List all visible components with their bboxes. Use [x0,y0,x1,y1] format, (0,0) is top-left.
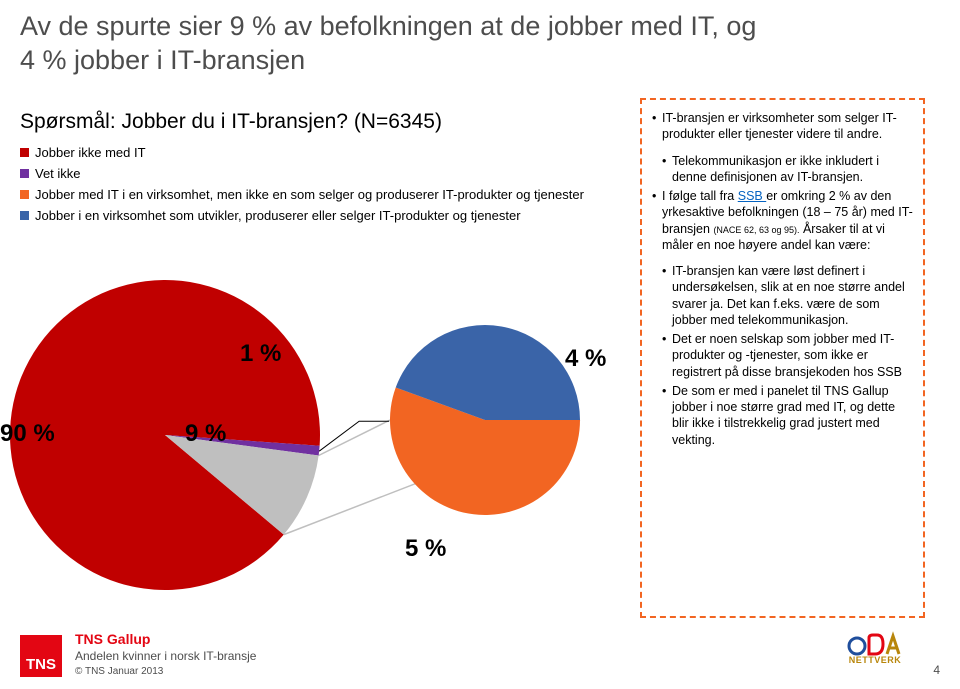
legend-item: Jobber i en virksomhet som utvikler, pro… [20,208,610,223]
slide-footer: TNS TNS Gallup Andelen kvinner i norsk I… [20,627,940,677]
legend-label: Vet ikke [35,166,81,181]
title-line-2: 4 % jobber i IT-bransjen [20,45,305,75]
pie-svg [10,280,620,610]
pct-label-9: 9 % [185,420,226,448]
oda-icon [845,629,905,657]
info-bullet: IT-bransjen er virksomheter som selger I… [652,110,913,143]
page-number: 4 [933,663,940,677]
chart-legend: Jobber ikke med IT Vet ikke Jobber med IT … [20,145,610,229]
info-bullet: I følge tall fra SSB er omkring 2 % av d… [652,188,913,253]
info-sub-bullet: Det er noen selskap som jobber med IT-pr… [652,331,913,380]
legend-swatch [20,190,29,199]
pie-chart: 90 % 9 % 1 % 5 % 4 % [10,280,620,610]
info-text: De som er med i panelet til TNS Gallup j… [672,384,895,447]
nace-note: (NACE 62, 63 og 95). [713,225,799,235]
info-sub-bullet: Telekommunikasjon er ikke inkludert i de… [652,153,913,186]
legend-label: Jobber med IT i en virksomhet, men ikke … [35,187,584,202]
title-line-1: Av de spurte sier 9 % av befolkningen at… [20,11,756,41]
oda-text: NETTVERK [840,655,910,665]
tns-logo: TNS [20,635,62,677]
oda-logo: NETTVERK [840,629,910,669]
footer-copyright: © TNS Januar 2013 [75,666,163,677]
info-text: Telekommunikasjon er ikke inkludert i de… [672,154,879,184]
info-box: IT-bransjen er virksomheter som selger I… [640,98,925,618]
legend-swatch [20,169,29,178]
pct-label-4: 4 % [565,345,606,373]
pct-label-1: 1 % [240,340,281,368]
pct-label-5: 5 % [405,535,446,563]
legend-item: Jobber ikke med IT [20,145,610,160]
info-text: I følge tall fra [662,189,738,203]
survey-question: Spørsmål: Jobber du i IT-bransjen? (N=63… [20,110,442,134]
info-text: IT-bransjen kan være løst definert i und… [672,264,905,327]
legend-label: Jobber i en virksomhet som utvikler, pro… [35,208,521,223]
legend-label: Jobber ikke med IT [35,145,146,160]
page-title: Av de spurte sier 9 % av befolkningen at… [20,10,900,78]
legend-swatch [20,211,29,220]
legend-item: Jobber med IT i en virksomhet, men ikke … [20,187,610,202]
info-text: IT-bransjen er virksomheter som selger I… [662,111,897,141]
legend-swatch [20,148,29,157]
legend-item: Vet ikke [20,166,610,181]
pct-label-90: 90 % [0,420,55,448]
ssb-link[interactable]: SSB [738,189,767,203]
info-sub-bullet: De som er med i panelet til TNS Gallup j… [652,383,913,448]
footer-subtitle: Andelen kvinner i norsk IT-bransje [75,649,256,663]
info-sub-bullet: IT-bransjen kan være løst definert i und… [652,263,913,328]
tns-gallup-label: TNS Gallup [75,631,150,647]
info-text: Det er noen selskap som jobber med IT-pr… [672,332,902,379]
